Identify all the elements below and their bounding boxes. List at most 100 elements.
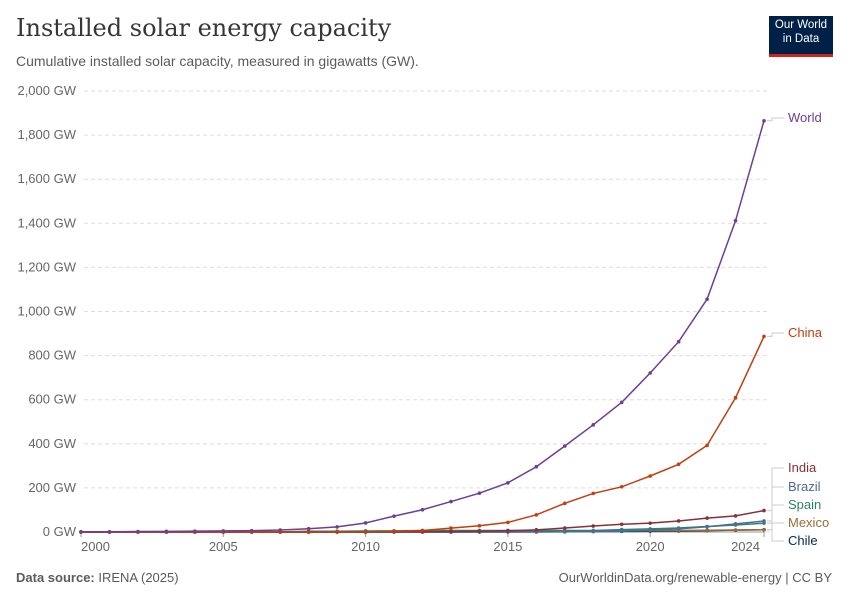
data-point-world bbox=[278, 528, 283, 532]
data-point-china bbox=[506, 520, 510, 525]
y-tick-label: 1,400 GW bbox=[17, 215, 76, 230]
data-point-india bbox=[562, 526, 567, 530]
data-point-brazil bbox=[762, 519, 766, 523]
data-point-china bbox=[534, 513, 539, 517]
data-point-brazil bbox=[562, 529, 567, 534]
y-tick-label: 200 GW bbox=[28, 480, 76, 495]
x-tick-label: 2015 bbox=[493, 539, 522, 554]
y-tick-label: 400 GW bbox=[28, 436, 76, 451]
series-label-mexico: Mexico bbox=[788, 515, 829, 530]
data-point-india bbox=[619, 522, 624, 527]
data-point-india bbox=[534, 528, 539, 532]
data-point-india bbox=[449, 529, 453, 534]
data-point-world bbox=[562, 444, 567, 448]
logo-line2: in Data bbox=[782, 33, 820, 45]
label-connector bbox=[767, 332, 784, 337]
data-point-world bbox=[392, 514, 396, 518]
data-point-mexico bbox=[762, 527, 766, 532]
data-point-world bbox=[705, 297, 709, 301]
data-point-world bbox=[676, 339, 681, 344]
x-tick-label: 2000 bbox=[81, 539, 110, 554]
data-point-world bbox=[619, 400, 624, 405]
data-point-brazil bbox=[676, 527, 681, 531]
data-point-india bbox=[676, 519, 681, 523]
data-point-mexico bbox=[733, 528, 738, 532]
data-point-world bbox=[164, 529, 169, 534]
data-point-china bbox=[591, 491, 596, 496]
data-point-world bbox=[193, 529, 197, 533]
data-point-china bbox=[306, 530, 311, 534]
series-label-brazil: Brazil bbox=[788, 479, 821, 494]
y-tick-label: 1,000 GW bbox=[17, 304, 76, 319]
data-point-china bbox=[363, 529, 368, 534]
data-point-brazil bbox=[591, 529, 596, 534]
data-point-india bbox=[762, 508, 766, 513]
x-tick-label: 2005 bbox=[209, 539, 238, 554]
x-tick-label: 2024 bbox=[731, 539, 760, 554]
label-connector bbox=[767, 504, 784, 524]
data-point-world bbox=[136, 529, 140, 534]
y-tick-label: 1,600 GW bbox=[17, 171, 76, 186]
data-point-china bbox=[676, 462, 681, 467]
data-point-world bbox=[306, 526, 311, 531]
y-tick-label: 2,000 GW bbox=[17, 83, 76, 98]
data-point-india bbox=[477, 529, 482, 534]
series-label-china: China bbox=[788, 325, 823, 340]
data-point-brazil bbox=[705, 524, 709, 529]
y-tick-label: 0 GW bbox=[43, 524, 77, 539]
chart-subtitle: Cumulative installed solar capacity, mea… bbox=[16, 53, 419, 69]
series-line-china bbox=[81, 336, 765, 533]
data-point-world bbox=[249, 528, 254, 533]
data-point-india bbox=[648, 521, 652, 525]
logo-line1: Our World bbox=[774, 19, 828, 31]
y-tick-label: 1,800 GW bbox=[17, 127, 76, 142]
data-point-china bbox=[392, 529, 396, 534]
data-point-world bbox=[79, 529, 83, 534]
label-connector bbox=[767, 486, 784, 522]
series-label-india: India bbox=[788, 460, 817, 475]
series-label-chile: Chile bbox=[788, 533, 818, 548]
x-tick-label: 2020 bbox=[636, 539, 665, 554]
data-source: Data source: IRENA (2025) bbox=[16, 570, 179, 585]
data-point-brazil bbox=[619, 529, 624, 533]
data-point-world bbox=[648, 371, 652, 375]
label-connector bbox=[767, 529, 784, 542]
data-point-brazil bbox=[648, 528, 652, 533]
data-point-india bbox=[733, 514, 738, 518]
owid-logo[interactable]: Our World in Data bbox=[769, 16, 833, 57]
data-point-china bbox=[449, 526, 453, 530]
data-point-world bbox=[591, 423, 596, 427]
data-point-world bbox=[363, 521, 368, 525]
data-point-china bbox=[762, 334, 766, 339]
data-point-world bbox=[449, 499, 453, 504]
data-point-china bbox=[733, 395, 738, 400]
data-point-china bbox=[648, 474, 652, 478]
data-point-world bbox=[477, 491, 482, 495]
data-point-world bbox=[221, 529, 226, 533]
label-connector bbox=[767, 467, 784, 512]
footer-url[interactable]: OurWorldinData.org/renewable-energy | CC… bbox=[558, 570, 832, 585]
data-point-brazil bbox=[733, 522, 738, 526]
source-label: Data source: bbox=[16, 570, 95, 585]
x-tick-label: 2010 bbox=[351, 539, 380, 554]
data-point-world bbox=[733, 218, 738, 223]
data-point-china bbox=[705, 443, 709, 448]
y-tick-label: 600 GW bbox=[28, 392, 76, 407]
data-point-china bbox=[619, 484, 624, 489]
data-point-world bbox=[335, 525, 339, 529]
data-point-world bbox=[762, 118, 766, 123]
data-point-world bbox=[420, 507, 425, 512]
data-point-world bbox=[506, 481, 510, 485]
data-point-china bbox=[477, 523, 482, 528]
chart-title: Installed solar energy capacity bbox=[16, 14, 392, 42]
data-point-world bbox=[534, 464, 539, 469]
data-point-china bbox=[562, 501, 567, 506]
data-point-china bbox=[335, 530, 339, 534]
data-point-mexico bbox=[705, 528, 709, 533]
data-point-china bbox=[420, 528, 425, 533]
series-line-world bbox=[81, 120, 765, 533]
source-link[interactable]: IRENA (2025) bbox=[98, 570, 179, 585]
label-connector bbox=[767, 117, 784, 122]
data-point-world bbox=[107, 529, 112, 534]
